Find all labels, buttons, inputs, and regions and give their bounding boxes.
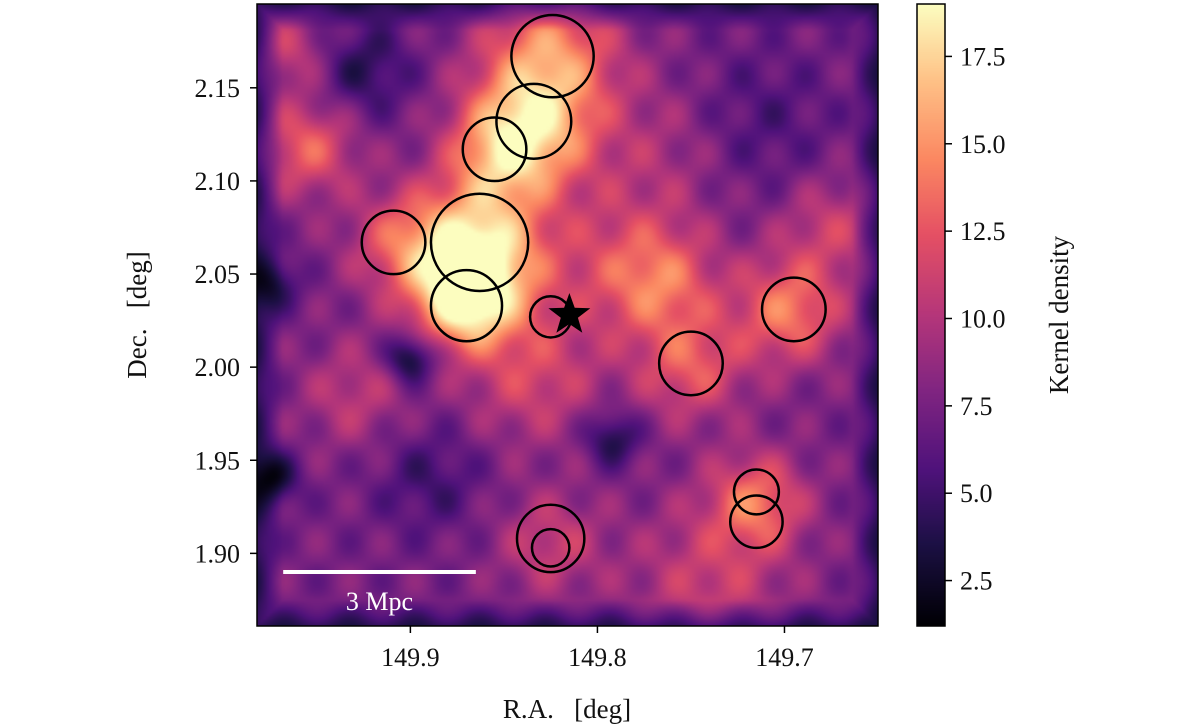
cluster-circle [657, 330, 724, 397]
colorbar-label: Kernel density [1044, 235, 1074, 394]
y-axis-label: Dec. [deg] [122, 251, 152, 378]
y-tick-label: 1.90 [195, 539, 241, 568]
colorbar-tick-label: 17.5 [960, 42, 1006, 71]
colorbar-tick-label: 12.5 [960, 217, 1006, 246]
y-tick-label: 1.95 [195, 446, 241, 475]
y-tick-label: 2.00 [195, 353, 241, 382]
colorbar [917, 4, 945, 626]
axes: 149.9 149.8 149.7 1.90 1.95 2.00 2.05 2.10 2.15 2… [195, 42, 1006, 672]
cluster-circle [495, 82, 573, 160]
cluster-circle [760, 276, 827, 343]
colorbar-tick-label: 15.0 [960, 130, 1006, 159]
y-tick-label: 2.15 [195, 74, 241, 103]
colorbar-tick-label: 5.0 [960, 479, 993, 508]
y-tick-label: 2.05 [195, 260, 241, 289]
colorbar-tick-label: 2.5 [960, 567, 993, 596]
y-tick-label: 2.10 [195, 167, 241, 196]
x-tick-label: 149.7 [755, 643, 814, 672]
star-marker [548, 293, 591, 333]
cluster-circle [530, 527, 571, 568]
markers [360, 13, 827, 574]
cluster-circle [429, 268, 504, 343]
plot-frame [256, 3, 879, 627]
colorbar-tick-label: 10.0 [960, 304, 1006, 333]
colorbar-frame [916, 3, 946, 627]
cluster-circle [728, 494, 784, 550]
cluster-circle [515, 503, 586, 574]
x-tick-label: 149.8 [568, 643, 627, 672]
cluster-circle [510, 13, 595, 99]
cluster-circle [461, 116, 528, 183]
cluster-circle [360, 209, 427, 276]
scale-bar-label: 3 Mpc [346, 587, 413, 616]
cluster-circle [732, 468, 781, 516]
x-tick-label: 149.9 [381, 643, 440, 672]
cluster-circle [429, 192, 530, 293]
colorbar-tick-label: 7.5 [960, 392, 993, 421]
x-axis-label: R.A. [deg] [503, 694, 631, 724]
